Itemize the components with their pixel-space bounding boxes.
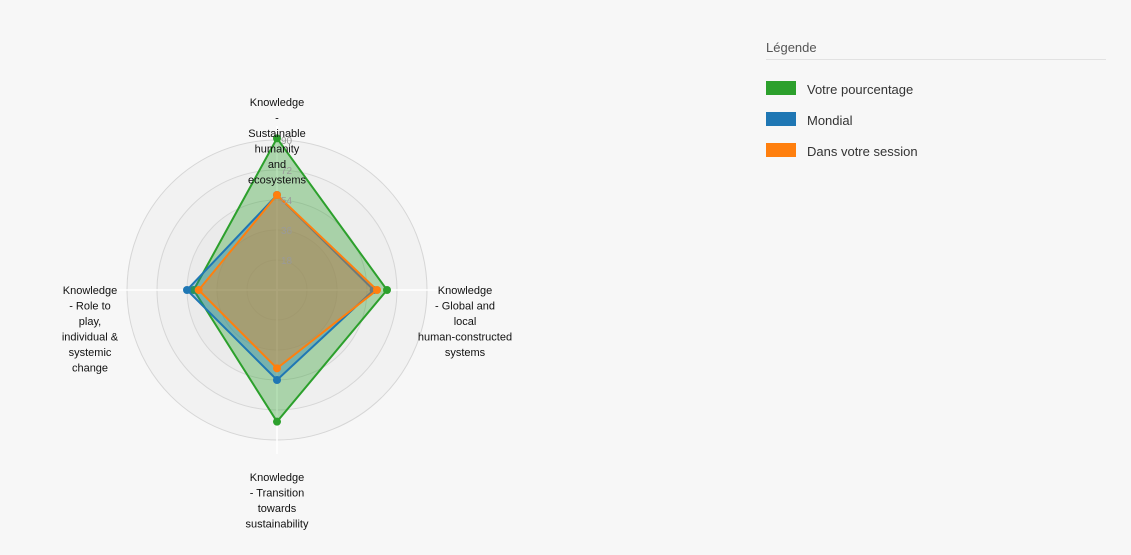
tick-label: 54 [281, 196, 293, 207]
data-point[interactable] [273, 191, 281, 199]
legend-label: Dans votre session [807, 144, 918, 159]
tick-label: 18 [281, 256, 293, 267]
legend-item-mondial[interactable]: Mondial [766, 105, 1106, 136]
axis-label: Knowledge - Role to play, individual & syste… [62, 285, 119, 375]
axis-label: Knowledge -Sustainable humanity and ecosyste… [248, 97, 307, 187]
legend-swatch [766, 80, 796, 95]
tick-label: 72 [281, 166, 293, 177]
legend-title: Légende [766, 40, 1106, 60]
data-point[interactable] [273, 417, 281, 426]
data-point[interactable] [273, 376, 281, 384]
radar-series [183, 134, 391, 426]
legend: Légende Votre pourcentage Mondial Dans v… [766, 40, 1106, 167]
data-point[interactable] [273, 364, 281, 373]
data-point[interactable] [194, 286, 203, 294]
axis-label: Knowledge - Global and local human-construc… [418, 285, 512, 359]
data-point[interactable] [373, 286, 381, 294]
radar-axis-labels: Knowledge -Sustainable humanity and ecosyste… [62, 97, 512, 531]
data-point[interactable] [383, 286, 391, 294]
data-point[interactable] [183, 286, 191, 294]
legend-label: Mondial [807, 113, 853, 128]
data-point[interactable] [273, 134, 281, 143]
legend-swatch [766, 142, 796, 157]
radar-chart: 18 36 54 72 90 Knowledge -Sustainable humanity… [62, 97, 512, 531]
tick-label: 90 [281, 136, 293, 147]
legend-swatch [766, 111, 796, 126]
tick-label: 36 [281, 226, 293, 237]
legend-item-votre-pourcentage[interactable]: Votre pourcentage [766, 74, 1106, 105]
legend-label: Votre pourcentage [807, 82, 914, 97]
legend-item-dans-votre-session[interactable]: Dans votre session [766, 136, 1106, 167]
radar-ticks: 18 36 54 72 90 [281, 136, 293, 267]
axis-label: Knowledge - Transition towards sustainabili… [246, 472, 309, 531]
